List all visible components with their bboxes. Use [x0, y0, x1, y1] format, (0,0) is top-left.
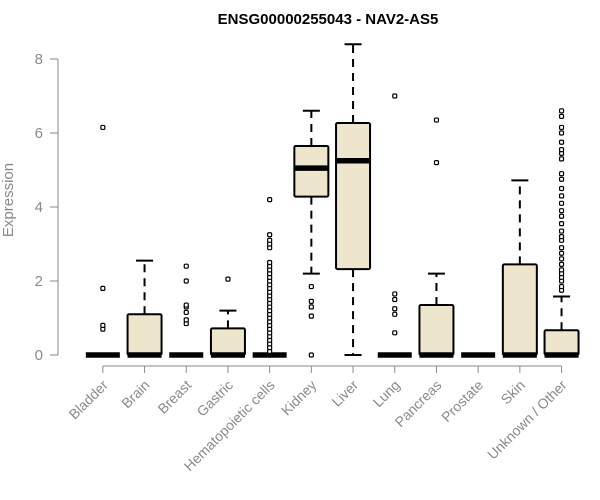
x-tick-label: Prostate	[438, 377, 486, 425]
outlier-point	[100, 285, 106, 291]
outlier-point	[100, 124, 106, 131]
outlier-point	[308, 352, 314, 358]
outlier-point	[392, 306, 398, 312]
outlier-point	[558, 234, 565, 240]
x-tick-label: Brain	[118, 377, 152, 411]
y-tick-label: 6	[35, 125, 43, 142]
outlier-point	[267, 237, 273, 243]
outlier-point	[308, 313, 314, 319]
box	[335, 122, 372, 271]
x-tick-label: Kidney	[278, 377, 320, 419]
outlier-point	[558, 139, 565, 145]
outlier-point	[558, 185, 565, 192]
outlier-point	[308, 304, 314, 310]
y-tick-label: 0	[35, 347, 43, 364]
outlier-point	[558, 130, 565, 136]
outlier-point	[308, 283, 314, 290]
x-tick-label: Liver	[328, 377, 361, 410]
outlier-point	[558, 200, 565, 206]
outlier-point	[392, 291, 398, 297]
box	[543, 329, 580, 356]
box-group-bladder	[85, 124, 120, 358]
outlier-point	[558, 221, 565, 227]
y-tick-label: 8	[35, 51, 43, 68]
outlier-point	[558, 124, 565, 131]
box	[209, 327, 246, 356]
box	[501, 263, 538, 357]
y-axis: 0 2 4 6 8	[35, 51, 59, 364]
outlier-point	[183, 302, 189, 308]
box-group-liver	[335, 43, 372, 356]
outlier-point	[558, 193, 565, 199]
outlier-point	[558, 147, 565, 153]
outlier-point	[183, 317, 189, 323]
outlier-point	[267, 232, 273, 238]
box-group-pancreas	[418, 117, 455, 358]
outlier-point	[433, 117, 440, 123]
outlier-point	[558, 283, 565, 290]
outlier-point	[558, 228, 565, 234]
outlier-point	[558, 176, 565, 182]
box-group-kidney	[293, 109, 330, 358]
outlier-point	[558, 113, 565, 119]
box-group-skin	[501, 179, 538, 358]
outlier-point	[183, 309, 189, 316]
outlier-point	[558, 213, 565, 219]
outlier-point	[392, 296, 398, 303]
outlier-point	[558, 171, 565, 177]
outlier-point	[225, 276, 231, 282]
outlier-point	[558, 250, 565, 256]
box-group-gastric	[209, 276, 246, 358]
box	[418, 304, 455, 356]
outlier-point	[558, 156, 565, 162]
outlier-point	[100, 322, 106, 328]
y-tick-label: 2	[35, 273, 43, 290]
box	[126, 313, 163, 356]
outlier-point	[558, 108, 565, 114]
y-tick-label: 4	[35, 199, 43, 216]
outlier-point	[392, 93, 398, 99]
outlier-point	[267, 197, 273, 203]
outlier-point	[308, 298, 314, 304]
x-tick-label: Unknown / Other	[484, 377, 570, 463]
x-tick-label: Skin	[497, 377, 528, 408]
outlier-point	[392, 330, 398, 336]
box	[293, 144, 330, 198]
box-group-breast	[169, 263, 204, 358]
outlier-point	[183, 278, 189, 284]
outlier-point	[433, 160, 440, 166]
outlier-point	[267, 259, 273, 266]
y-axis-label: Expression	[0, 163, 17, 237]
x-tick-label: Breast	[154, 377, 194, 417]
outlier-point	[558, 261, 565, 267]
box-group-brain	[126, 259, 163, 358]
outlier-point	[558, 208, 565, 214]
outlier-point	[558, 267, 565, 273]
box-group-unknown-other	[543, 108, 580, 358]
x-tick-label: Lung	[370, 377, 403, 410]
box-group-lung	[377, 93, 412, 358]
outlier-point	[558, 256, 565, 262]
chart-title: ENSG00000255043 - NAV2-AS5	[218, 11, 439, 28]
x-tick-label: Bladder	[66, 377, 112, 423]
outlier-point	[392, 311, 398, 317]
boxes-group	[85, 43, 580, 358]
outlier-point	[558, 245, 565, 251]
box-group-hematopoietic-cells	[252, 197, 287, 358]
outlier-point	[183, 263, 189, 269]
